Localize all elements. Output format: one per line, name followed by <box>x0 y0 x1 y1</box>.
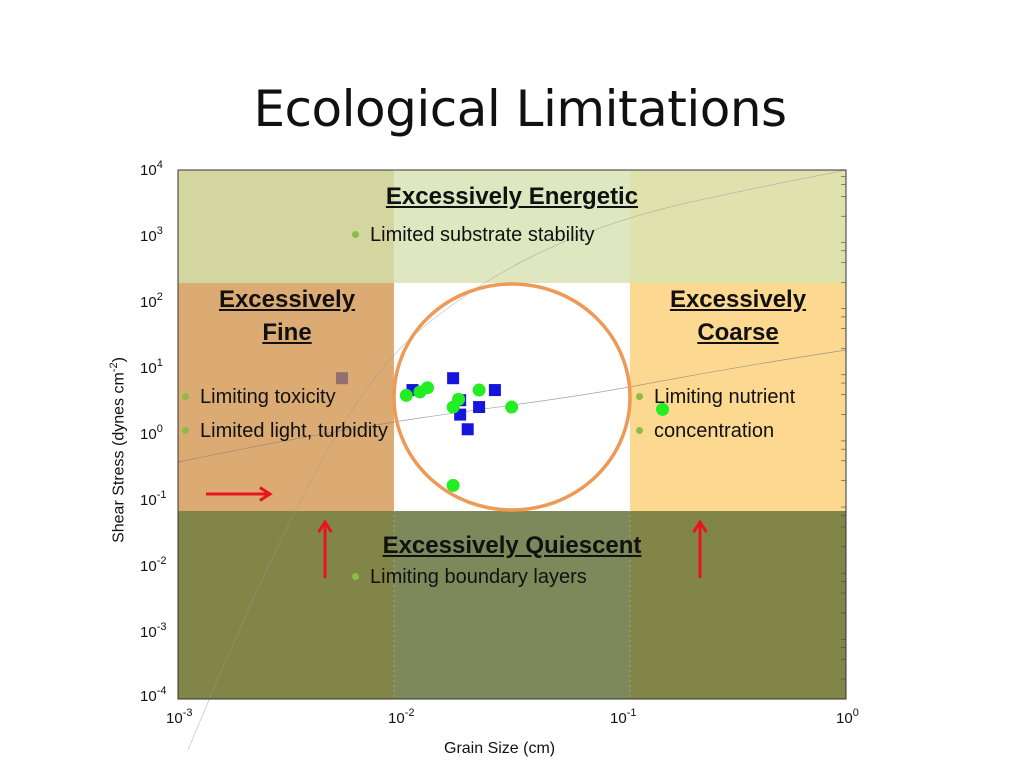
square-point <box>473 401 486 414</box>
square-point <box>447 372 460 385</box>
fine-region <box>178 283 394 511</box>
data-points <box>335 372 670 492</box>
right-arrow <box>206 486 273 502</box>
bullet-icon <box>182 393 189 400</box>
bullet-icon <box>636 427 643 434</box>
up-arrow-left <box>317 519 333 578</box>
coarse-heading-line1: Excessively <box>669 286 807 313</box>
quiescent-heading-box: Excessively Quiescent <box>178 529 846 562</box>
list-item: Limited light, turbidity <box>176 414 390 447</box>
y-tick-label: 10-4 <box>140 685 167 705</box>
x-tick-label: 10-3 <box>166 707 193 727</box>
highlight-circle <box>392 282 632 512</box>
arrow-head <box>317 519 333 533</box>
circle-point <box>656 402 670 416</box>
y-tick-label: 10-2 <box>140 555 167 575</box>
list-item: concentration <box>630 414 850 448</box>
energetic-heading-box: Excessively Energetic <box>178 180 846 213</box>
circle-point <box>452 392 466 406</box>
circle-point <box>446 478 460 492</box>
fine-heading-line1: Excessively <box>218 286 356 313</box>
circle-point <box>505 400 519 414</box>
y-tick-label: 10-3 <box>140 621 167 641</box>
y-axis-title: Shear Stress (dynes cm-2) <box>108 357 128 543</box>
list-item: Limiting nutrient <box>630 380 850 414</box>
quiescent-middle <box>394 511 630 699</box>
region-panels <box>178 170 846 699</box>
y-tick-label: 10-1 <box>140 489 167 509</box>
x-tick-label: 10-1 <box>610 707 637 727</box>
square-point <box>461 423 474 436</box>
bullet-icon <box>182 427 189 434</box>
fine-heading-line2: Fine <box>262 319 312 346</box>
circle-point <box>399 388 413 402</box>
plot-frame <box>177 169 847 700</box>
circle-point <box>421 381 435 395</box>
y-tick-label: 103 <box>140 225 163 245</box>
threshold-curve-upper <box>187 169 847 751</box>
coarse-heading-line2: Coarse <box>697 319 779 346</box>
y-tick-label: 100 <box>140 423 163 443</box>
slide-title: Ecological Limitations <box>253 80 787 138</box>
threshold-curve-lower <box>177 349 847 463</box>
list-item: Limiting boundary layers <box>346 560 587 594</box>
bullet-icon <box>352 231 359 238</box>
coarse-heading-box: Excessively Coarse <box>630 283 846 349</box>
bullet-icon <box>636 393 643 400</box>
energetic-heading: Excessively Energetic <box>385 183 639 210</box>
list-item: Limited substrate stability <box>346 218 595 252</box>
plot-border <box>177 169 847 700</box>
x-tick-label: 10-2 <box>388 707 415 727</box>
fine-bullets: Limiting toxicity Limited light, turbidi… <box>176 380 390 447</box>
threshold-curves <box>177 169 847 751</box>
y-tick-label: 102 <box>140 291 163 311</box>
arrow-head <box>259 486 273 502</box>
energetic-fine-overlap <box>178 170 394 283</box>
x-axis-title: Grain Size (cm) <box>444 740 556 757</box>
up-arrow-right <box>692 519 708 578</box>
quiescent-heading: Excessively Quiescent <box>382 532 642 559</box>
y-tick-label: 104 <box>140 159 163 179</box>
list-item: Limiting toxicity <box>176 380 390 414</box>
quiescent-bullets: Limiting boundary layers <box>346 560 587 594</box>
arrow-head <box>692 519 708 533</box>
coarse-bullets: Limiting nutrient concentration <box>630 380 850 448</box>
fine-heading-box: Excessively Fine <box>180 283 394 349</box>
square-point <box>335 372 348 385</box>
coarse-region <box>630 283 846 511</box>
y-tick-label: 101 <box>140 357 163 377</box>
bullet-icon <box>352 573 359 580</box>
energetic-region <box>178 170 846 283</box>
x-tick-label: 100 <box>836 707 859 727</box>
arrows <box>206 486 708 578</box>
circle-point <box>472 383 486 397</box>
square-point <box>488 384 501 397</box>
highlight-circle-group <box>392 282 632 512</box>
energetic-bullets: Limited substrate stability <box>346 218 595 252</box>
energetic-coarse-overlap <box>630 170 846 283</box>
